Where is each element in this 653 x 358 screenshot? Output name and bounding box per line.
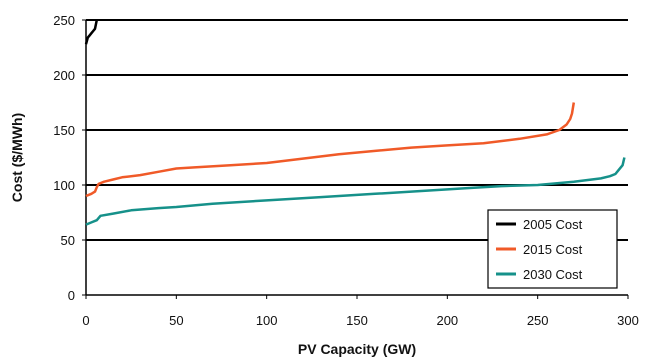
y-tick-label: 150 (53, 123, 75, 138)
x-axis-title: PV Capacity (GW) (298, 341, 416, 357)
legend-label-3: 2030 Cost (523, 267, 583, 282)
x-tick-label: 150 (346, 313, 368, 328)
legend-label-2: 2015 Cost (523, 242, 583, 257)
series-line-1 (84, 19, 99, 45)
x-tick-label: 0 (82, 313, 89, 328)
y-tick-label: 100 (53, 178, 75, 193)
y-tick-label: 50 (61, 233, 75, 248)
x-tick-label: 50 (169, 313, 183, 328)
x-tick-label: 300 (617, 313, 639, 328)
x-tick-label: 250 (527, 313, 549, 328)
y-tick-label: 0 (68, 288, 75, 303)
y-axis-title: Cost ($/MWh) (9, 113, 25, 202)
series-line-2 (85, 102, 576, 198)
x-tick-label: 100 (256, 313, 278, 328)
y-tick-label: 250 (53, 13, 75, 28)
y-tick-label: 200 (53, 68, 75, 83)
series-line-3 (85, 157, 626, 226)
x-tick-label: 200 (436, 313, 458, 328)
legend-label-1: 2005 Cost (523, 217, 583, 232)
